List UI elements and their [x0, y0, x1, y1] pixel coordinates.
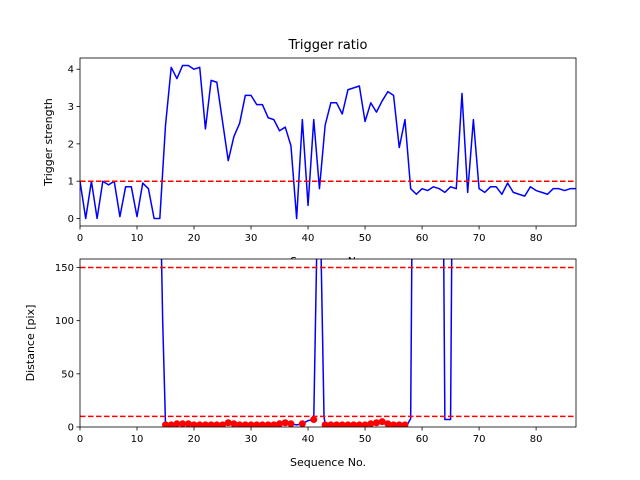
data-point: [378, 418, 386, 426]
data-point: [401, 421, 409, 427]
x-tick-label: 20: [188, 434, 201, 445]
x-tick-label: 50: [359, 434, 372, 445]
data-point: [384, 420, 392, 427]
data-point: [230, 420, 238, 427]
data-point: [173, 420, 181, 427]
data-point: [219, 421, 227, 427]
x-tick-label: 80: [530, 434, 543, 445]
x-tick-label: 10: [131, 233, 144, 244]
y-axis-label: Trigger strength: [42, 98, 55, 187]
y-tick-label: 3: [68, 102, 74, 113]
bottom-axes-background: [80, 259, 576, 427]
axes-frame: [79, 57, 577, 227]
x-tick-label: 50: [359, 233, 372, 244]
data-point: [253, 421, 261, 427]
data-point: [372, 419, 380, 427]
distance-chart: Distance [pix] Sequence No. 0 10 20 30 40 50 6…: [24, 258, 577, 469]
data-point: [355, 421, 363, 427]
x-tick-label: 0: [77, 233, 83, 244]
data-point: [184, 420, 192, 427]
y-tick-label: 0: [68, 423, 74, 434]
data-point: [162, 421, 170, 427]
y-tick-label: 2: [68, 139, 74, 150]
data-point: [207, 421, 215, 427]
data-point: [264, 421, 272, 427]
x-tick-label: 30: [245, 434, 258, 445]
data-point: [247, 421, 255, 427]
data-point: [321, 421, 329, 427]
x-tick-label: 70: [473, 434, 486, 445]
y-tick-label: 100: [55, 316, 74, 327]
data-point: [270, 421, 278, 427]
y-axis-label: Distance [pix]: [24, 305, 37, 382]
data-point: [201, 421, 209, 427]
x-tick-label: 20: [188, 233, 201, 244]
y-tick-label: 1: [68, 177, 74, 188]
trigger-ratio-chart: Trigger ratio Trigger strength Sequence …: [42, 38, 577, 268]
data-point: [350, 421, 358, 427]
data-point: [390, 421, 398, 427]
data-point: [196, 421, 204, 427]
x-tick-label: 60: [416, 434, 429, 445]
data-point: [338, 421, 346, 427]
x-tick-label: 10: [131, 434, 144, 445]
data-point: [361, 421, 369, 427]
x-tick-label: 80: [530, 233, 543, 244]
y-tick-label: 150: [55, 263, 74, 274]
axes-frame: [79, 258, 577, 428]
chart-title: Trigger ratio: [288, 38, 368, 53]
data-point: [333, 421, 341, 427]
data-point: [276, 420, 284, 427]
data-point: [344, 421, 352, 427]
data-point: [287, 420, 295, 427]
x-tick-label: 70: [473, 233, 486, 244]
series-line-segment: [442, 259, 453, 421]
plot-area: [80, 259, 576, 427]
y-tick-label: 4: [68, 65, 74, 76]
data-point: [395, 421, 403, 427]
data-point: [190, 421, 198, 427]
x-axis-label: Sequence No.: [290, 456, 366, 469]
data-point: [367, 420, 375, 427]
plot-area: [80, 64, 576, 220]
data-point: [167, 421, 175, 427]
data-point: [281, 419, 289, 427]
x-tick-label: 40: [302, 434, 315, 445]
data-point: [310, 416, 318, 424]
x-tick-label: 30: [245, 233, 258, 244]
y-tick-label: 0: [68, 214, 74, 225]
data-point: [258, 421, 266, 427]
data-point: [224, 419, 232, 427]
data-point: [298, 420, 306, 427]
data-point: [241, 421, 249, 427]
x-tick-label: 40: [302, 233, 315, 244]
y-tick-label: 50: [61, 369, 74, 380]
data-point: [236, 421, 244, 427]
data-point: [327, 421, 335, 427]
x-tick-label: 0: [77, 434, 83, 445]
data-point: [213, 421, 221, 427]
data-point: [179, 420, 187, 427]
series-line-segment: [80, 64, 576, 220]
x-tick-label: 60: [416, 233, 429, 244]
